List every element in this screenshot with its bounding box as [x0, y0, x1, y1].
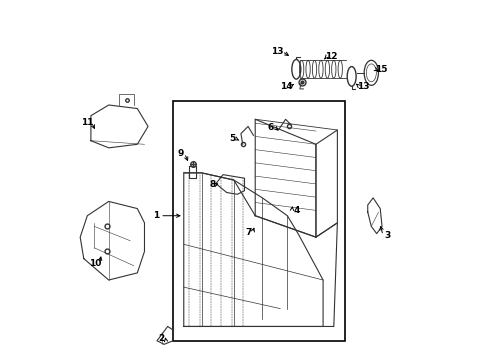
- Text: 13: 13: [356, 82, 369, 91]
- Text: 2: 2: [158, 334, 164, 343]
- Text: 14: 14: [280, 82, 292, 91]
- Text: 13: 13: [271, 47, 284, 56]
- Text: 3: 3: [384, 231, 390, 240]
- Text: 12: 12: [324, 52, 337, 61]
- Text: 1: 1: [152, 211, 159, 220]
- Text: 5: 5: [228, 134, 235, 143]
- Text: 7: 7: [244, 228, 251, 237]
- Text: 4: 4: [292, 206, 299, 215]
- Text: 10: 10: [89, 260, 101, 269]
- Bar: [173, 102, 344, 341]
- Text: 11: 11: [81, 118, 93, 127]
- Text: 9: 9: [177, 149, 183, 158]
- Text: 8: 8: [209, 180, 215, 189]
- Text: 15: 15: [374, 66, 386, 75]
- Text: 6: 6: [266, 123, 273, 132]
